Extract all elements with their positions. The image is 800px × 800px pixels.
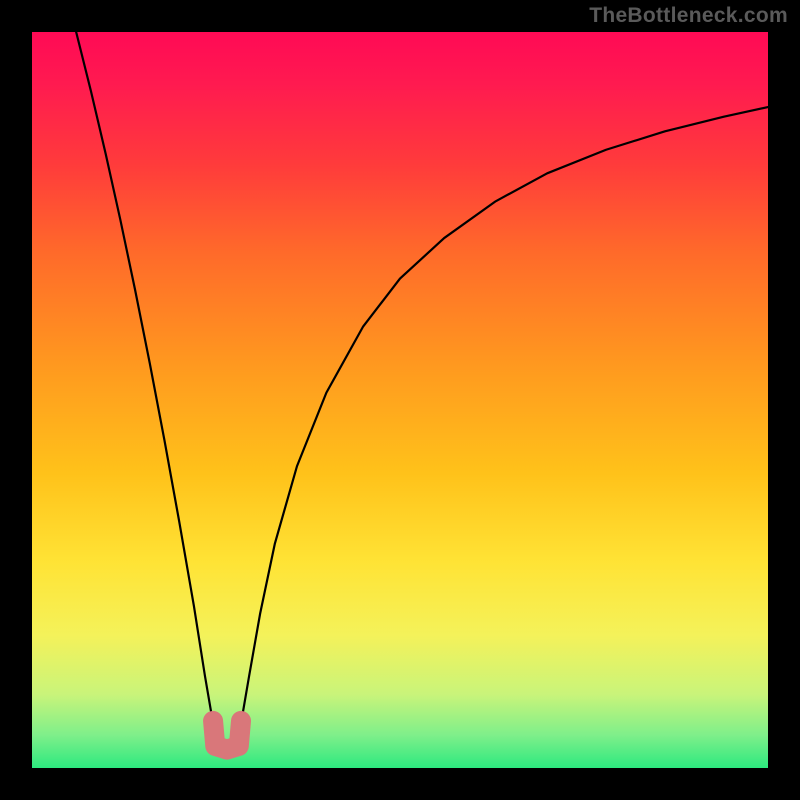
watermark-text: TheBottleneck.com (589, 4, 788, 28)
chart-root: { "watermark": { "text": "TheBottleneck.… (0, 0, 800, 800)
plot-background (32, 32, 768, 768)
chart-svg (0, 0, 800, 800)
